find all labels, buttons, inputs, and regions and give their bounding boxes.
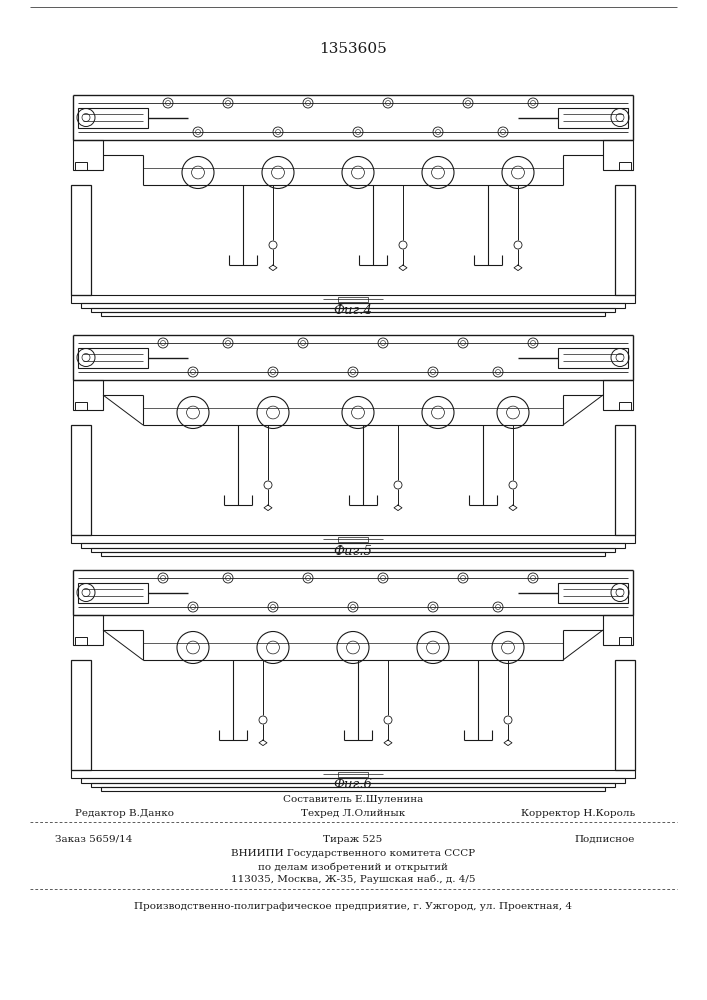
- Bar: [91, 308, 615, 312]
- Bar: [71, 770, 635, 778]
- Text: по делам изобретений и открытий: по делам изобретений и открытий: [258, 862, 448, 871]
- Bar: [615, 660, 635, 770]
- Text: Составитель Е.Шуленина: Составитель Е.Шуленина: [283, 795, 423, 804]
- Bar: [81, 778, 625, 783]
- Text: Производственно-полиграфическое предприятие, г. Ужгород, ул. Проектная, 4: Производственно-полиграфическое предприя…: [134, 902, 572, 911]
- Bar: [558, 348, 628, 367]
- Bar: [101, 312, 605, 316]
- Bar: [75, 402, 87, 410]
- Text: Корректор Н.Король: Корректор Н.Король: [521, 809, 635, 818]
- Bar: [338, 297, 368, 302]
- Bar: [75, 162, 87, 170]
- Text: Фиг.6: Фиг.6: [334, 778, 373, 791]
- Bar: [78, 582, 148, 602]
- Bar: [619, 402, 631, 410]
- Text: Редактор В.Данко: Редактор В.Данко: [75, 809, 174, 818]
- Bar: [73, 615, 103, 645]
- Bar: [81, 543, 625, 548]
- Bar: [615, 425, 635, 535]
- Bar: [101, 787, 605, 791]
- Bar: [73, 140, 103, 170]
- Text: Подписное: Подписное: [575, 835, 635, 844]
- Bar: [558, 582, 628, 602]
- Text: 113035, Москва, Ж-35, Раушская наб., д. 4/5: 113035, Москва, Ж-35, Раушская наб., д. …: [230, 875, 475, 884]
- Text: Фиг.5: Фиг.5: [334, 545, 373, 558]
- Text: Тираж 525: Тираж 525: [323, 835, 382, 844]
- Bar: [73, 380, 103, 410]
- Bar: [619, 162, 631, 170]
- Bar: [603, 615, 633, 645]
- Bar: [71, 660, 91, 770]
- Text: ВНИИПИ Государственного комитета СССР: ВНИИПИ Государственного комитета СССР: [231, 849, 475, 858]
- Bar: [338, 537, 368, 542]
- Text: Фиг.4: Фиг.4: [334, 304, 373, 317]
- Bar: [71, 425, 91, 535]
- Bar: [338, 772, 368, 777]
- Bar: [71, 535, 635, 543]
- Bar: [558, 107, 628, 127]
- Bar: [101, 552, 605, 556]
- Bar: [615, 185, 635, 295]
- Bar: [78, 107, 148, 127]
- Bar: [71, 295, 635, 303]
- Bar: [91, 548, 615, 552]
- Bar: [619, 637, 631, 645]
- Bar: [75, 637, 87, 645]
- Bar: [81, 303, 625, 308]
- Bar: [603, 140, 633, 170]
- Bar: [91, 783, 615, 787]
- Text: Заказ 5659/14: Заказ 5659/14: [55, 835, 132, 844]
- Bar: [78, 348, 148, 367]
- Bar: [603, 380, 633, 410]
- Text: Техред Л.Олийнык: Техред Л.Олийнык: [301, 809, 405, 818]
- Bar: [71, 185, 91, 295]
- Text: 1353605: 1353605: [319, 42, 387, 56]
